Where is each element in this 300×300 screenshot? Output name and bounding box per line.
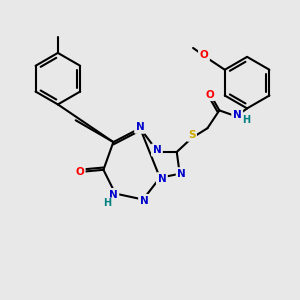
Text: N: N	[109, 190, 118, 200]
Text: H: H	[103, 199, 112, 208]
Text: N: N	[153, 145, 161, 155]
Text: O: O	[200, 50, 208, 60]
Text: N: N	[233, 110, 242, 120]
Text: H: H	[242, 115, 250, 125]
Text: N: N	[177, 169, 186, 179]
Text: N: N	[158, 174, 166, 184]
Text: O: O	[75, 167, 84, 177]
Text: N: N	[140, 196, 148, 206]
Text: N: N	[136, 122, 145, 132]
Text: S: S	[188, 130, 195, 140]
Text: O: O	[205, 89, 214, 100]
